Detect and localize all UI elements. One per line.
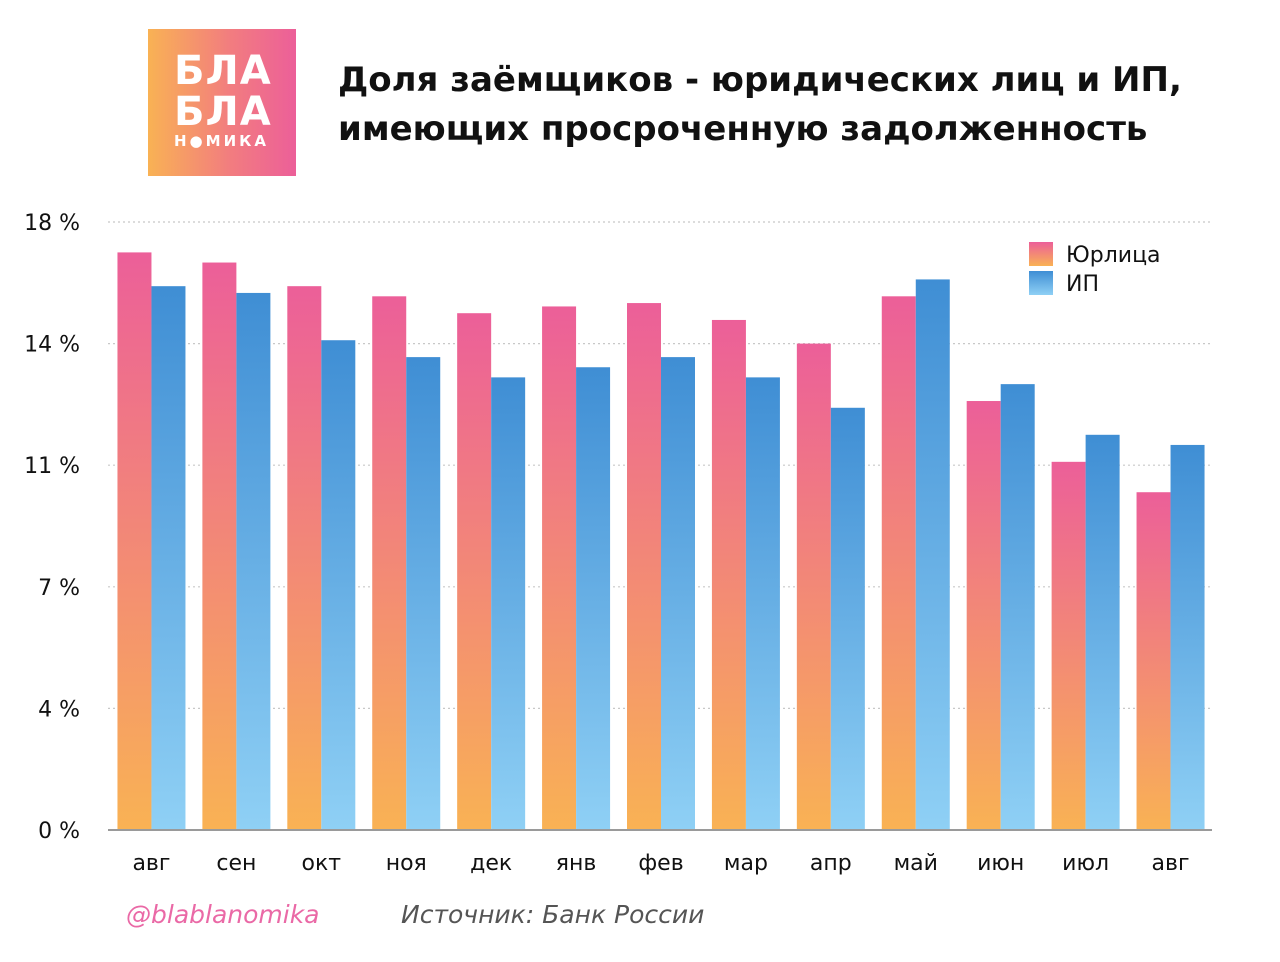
logo-text-line2: БЛА xyxy=(174,89,272,135)
x-tick-label: ноя xyxy=(386,851,427,876)
y-tick-label: 14 % xyxy=(24,333,80,358)
bar-ip-6 xyxy=(576,367,611,830)
bar-ip-4 xyxy=(406,357,441,830)
x-tick-label: июл xyxy=(1062,851,1109,876)
bar-yurlitsa-9 xyxy=(796,343,831,830)
y-tick-label: 18 % xyxy=(24,211,80,236)
y-tick-label: 0 % xyxy=(38,819,80,844)
x-tick-label: апр xyxy=(810,851,852,876)
bar-yurlitsa-12 xyxy=(1051,461,1086,830)
bar-yurlitsa-3 xyxy=(287,286,322,831)
logo-text-line3: Н●МИКА xyxy=(174,132,269,150)
footer-source: Источник: Банк России xyxy=(401,900,705,929)
x-tick-label: авг xyxy=(132,851,170,876)
x-tick-label: фев xyxy=(638,851,683,876)
bar-ip-10 xyxy=(915,279,950,830)
y-tick-label: 7 % xyxy=(38,576,80,601)
bar-yurlitsa-4 xyxy=(372,296,407,830)
bar-yurlitsa-8 xyxy=(711,319,746,830)
bar-yurlitsa-11 xyxy=(966,401,1001,830)
y-tick-label: 11 % xyxy=(24,454,80,479)
bar-ip-9 xyxy=(830,407,865,830)
bar-ip-5 xyxy=(491,377,526,830)
bar-yurlitsa-13 xyxy=(1136,492,1171,830)
x-tick-label: июн xyxy=(977,851,1024,876)
bar-yurlitsa-2 xyxy=(202,262,237,830)
bar-ip-8 xyxy=(745,377,780,830)
bar-yurlitsa-5 xyxy=(457,313,492,830)
x-tick-label: янв xyxy=(556,851,597,876)
bar-ip-11 xyxy=(1000,384,1035,830)
x-tick-label: май xyxy=(894,851,938,876)
legend-label-ip: ИП xyxy=(1066,272,1099,297)
y-tick-label: 4 % xyxy=(38,697,80,722)
x-tick-label: дек xyxy=(470,851,512,876)
bar-yurlitsa-10 xyxy=(881,296,916,830)
legend-swatch-ip xyxy=(1029,271,1053,295)
bar-ip-2 xyxy=(236,292,271,830)
bar-ip-7 xyxy=(661,357,695,830)
bar-ip-3 xyxy=(321,340,356,830)
brand-logo: БЛА БЛА Н●МИКА xyxy=(148,29,296,176)
chart-title-line2: имеющих просроченную задолженность xyxy=(338,109,1148,149)
bar-ip-12 xyxy=(1085,434,1120,830)
chart-title-line1: Доля заёмщиков - юридических лиц и ИП, xyxy=(338,60,1182,100)
chart-title: Доля заёмщиков - юридических лиц и ИП, и… xyxy=(338,56,1238,154)
bar-yurlitsa-1 xyxy=(117,252,152,830)
x-tick-label: авг xyxy=(1152,851,1190,876)
bar-ip-13 xyxy=(1170,444,1205,830)
bar-yurlitsa-7 xyxy=(627,303,661,831)
legend-swatch-yurlitsa xyxy=(1029,242,1053,266)
bar-ip-1 xyxy=(151,286,186,831)
x-tick-label: мар xyxy=(724,851,768,876)
logo-text-line1: БЛА xyxy=(174,48,272,94)
footer-handle: @blablanomika xyxy=(126,900,320,929)
legend-label-yurlitsa: Юрлица xyxy=(1066,243,1161,268)
x-tick-label: окт xyxy=(302,851,342,876)
x-tick-label: сен xyxy=(216,851,256,876)
bar-yurlitsa-6 xyxy=(542,306,577,830)
